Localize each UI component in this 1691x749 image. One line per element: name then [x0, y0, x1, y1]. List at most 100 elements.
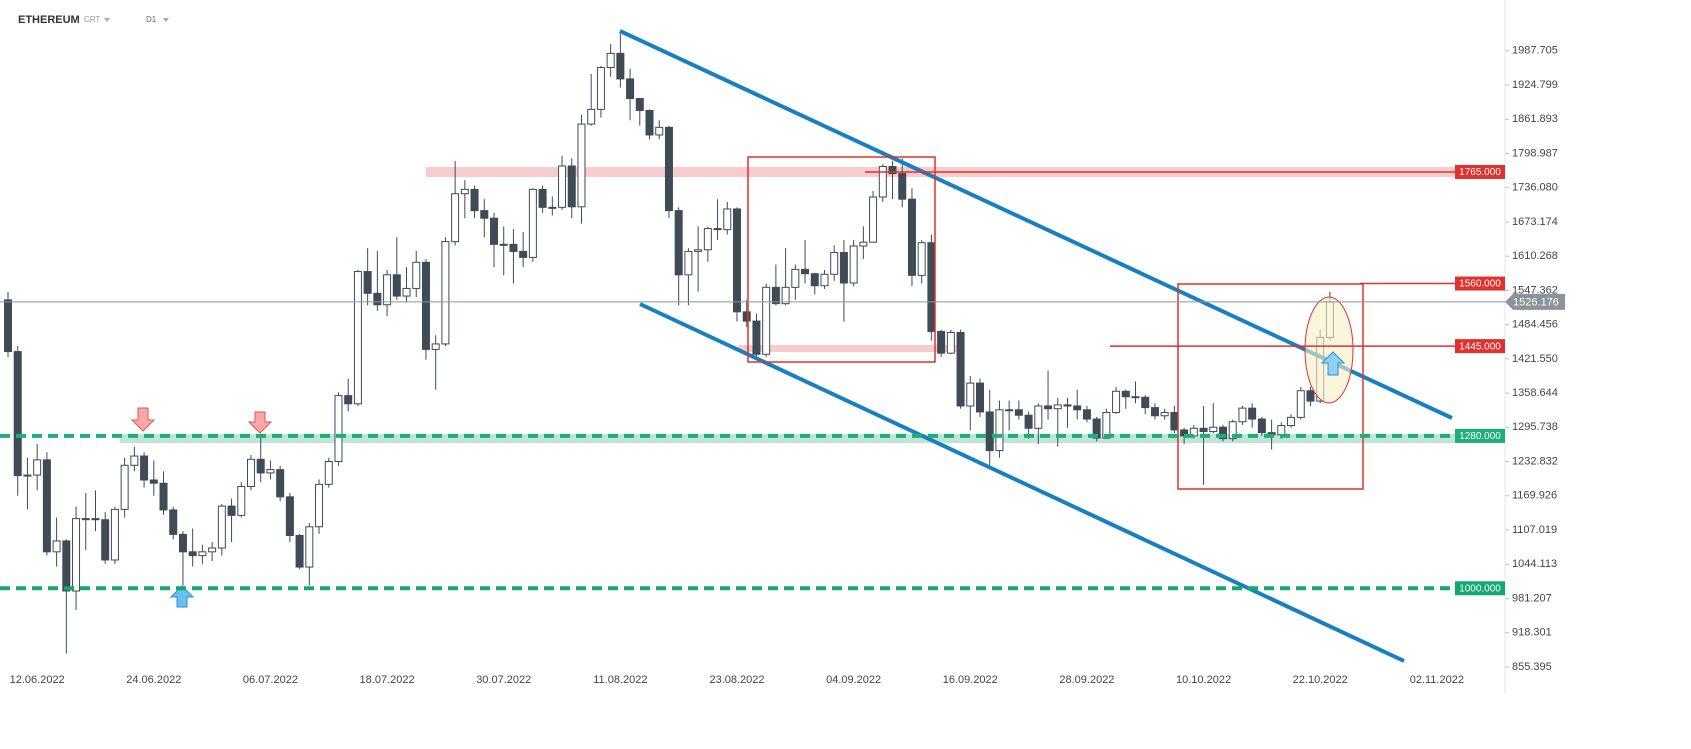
candle-body: [917, 242, 926, 276]
interval[interactable]: D1: [146, 15, 157, 24]
candle-body: [548, 206, 557, 209]
candle-body: [558, 165, 567, 208]
y-tick-label: 1861.893: [1512, 113, 1558, 125]
candle-body: [72, 518, 81, 592]
candle-body: [1296, 390, 1305, 418]
arrow-up: [169, 585, 195, 608]
candle-body: [285, 496, 294, 536]
candle-body: [742, 311, 751, 322]
level-label: 1765.000: [1459, 167, 1501, 178]
candle-body: [1170, 412, 1179, 431]
candle-body: [664, 126, 673, 212]
dropdown[interactable]: [104, 18, 110, 22]
candle-body: [1150, 407, 1159, 417]
x-tick-label: 18.07.2022: [360, 674, 415, 686]
candle-body: [1102, 412, 1111, 439]
highlight: [1304, 296, 1354, 404]
last-price-label: 1526.176: [1513, 296, 1559, 308]
level-tag: [1455, 276, 1505, 291]
candle-body: [733, 208, 741, 313]
x-tick-label: 12.06.2022: [10, 674, 65, 686]
mode[interactable]: CRT: [84, 15, 100, 24]
x-tick-label: 02.11.2022: [1410, 674, 1464, 686]
support-zone: [120, 434, 1505, 443]
candle-body: [499, 243, 508, 246]
symbol: ETHEREUM: [18, 14, 80, 26]
candle-body: [907, 198, 916, 276]
y-tick-label: 1987.705: [1512, 45, 1558, 57]
box: [1177, 283, 1364, 490]
candle-body: [995, 409, 1004, 452]
y-tick-label: 918.301: [1512, 627, 1552, 639]
candle-body: [946, 332, 955, 354]
candle-body: [460, 188, 469, 195]
candle-body: [4, 299, 12, 353]
dropdown[interactable]: [163, 18, 169, 22]
candle-body: [120, 464, 129, 510]
candle-body: [101, 519, 110, 561]
candle-body: [1287, 416, 1296, 427]
level-tag: [1455, 581, 1505, 596]
candle-body: [480, 210, 489, 219]
y-tick-label: 1169.926: [1512, 490, 1557, 502]
candle-body: [1053, 404, 1062, 410]
x-tick-label: 06.07.2022: [243, 674, 298, 686]
level-tag: [1455, 339, 1505, 354]
candle-body: [81, 518, 90, 521]
candle-body: [762, 286, 771, 355]
candle-body: [42, 459, 51, 553]
candle-body: [421, 261, 430, 350]
arrow-down: [247, 411, 273, 434]
candle-body: [674, 210, 683, 276]
candle-body: [315, 483, 324, 528]
candle-body: [781, 286, 790, 305]
candle-body: [227, 505, 236, 516]
y-tick-label: 1798.987: [1512, 147, 1558, 159]
candle-body: [606, 52, 615, 68]
y-tick-label: 1673.174: [1512, 216, 1558, 228]
candle-body: [655, 126, 664, 136]
candle-body: [635, 98, 644, 111]
candle-body: [1082, 409, 1091, 420]
arrow-up: [1320, 351, 1346, 376]
x-tick-label: 16.09.2022: [943, 674, 998, 686]
y-tick-label: 1736.080: [1512, 182, 1558, 194]
candle-body: [33, 459, 42, 476]
candle-body: [791, 268, 800, 288]
candle-body: [1141, 396, 1150, 409]
candle-body: [1131, 396, 1140, 399]
candle-body: [305, 526, 314, 568]
candle-body: [23, 474, 32, 477]
candle-body: [577, 123, 586, 208]
candle-body: [1306, 390, 1315, 402]
candle-body: [1219, 426, 1227, 440]
candle-body: [1073, 405, 1082, 411]
candle-body: [208, 547, 217, 553]
x-tick-label: 22.10.2022: [1293, 674, 1348, 686]
candle-body: [538, 188, 547, 208]
candle-body: [266, 469, 275, 474]
last-price-tag: [1505, 293, 1565, 310]
candle-body: [130, 455, 139, 466]
candle-body: [1248, 407, 1257, 420]
candle-body: [188, 551, 197, 557]
candle-body: [723, 208, 732, 231]
candle-body: [1160, 412, 1169, 417]
candle-body: [830, 252, 839, 275]
candle-body: [295, 534, 304, 568]
candle-body: [334, 395, 343, 462]
candle-body: [528, 188, 537, 258]
candle-body: [713, 228, 722, 231]
candle-body: [247, 458, 255, 488]
candle-body: [937, 330, 946, 354]
candle-body: [801, 268, 810, 275]
candle-body: [392, 274, 401, 297]
candle-body: [927, 242, 936, 332]
candle-body: [752, 320, 761, 355]
y-tick-label: 1232.832: [1512, 455, 1558, 467]
y-tick-label: 1924.799: [1512, 79, 1558, 91]
candle-body: [353, 271, 362, 405]
candle-body: [567, 165, 576, 208]
candle-body: [849, 245, 858, 284]
